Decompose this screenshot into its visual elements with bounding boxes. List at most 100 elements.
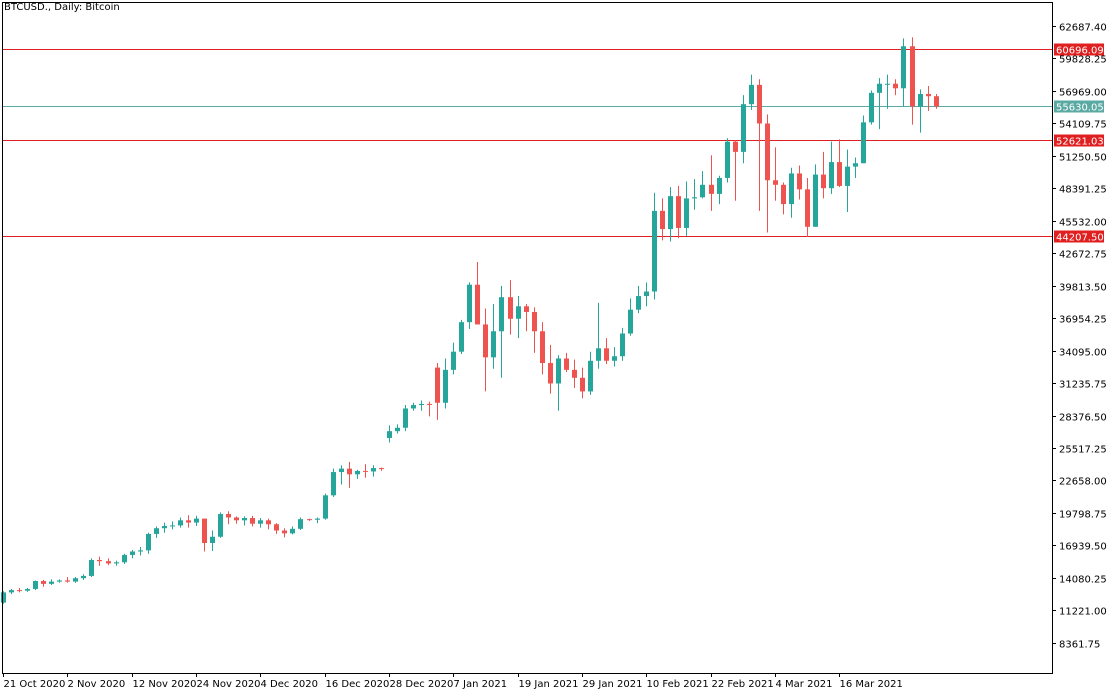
candle-body-down [202, 518, 207, 544]
candle [25, 587, 30, 592]
candle-body-down [805, 189, 810, 227]
candle-body-down [733, 141, 738, 152]
price-tick-label: 34095.00 [1059, 348, 1107, 359]
candle-body-up [403, 408, 408, 428]
candle-body-up [620, 333, 625, 357]
candle [258, 518, 263, 528]
candle-body-up [700, 184, 705, 198]
candle-body-up [210, 536, 215, 544]
candle-body-up [869, 92, 874, 123]
candle-body-up [146, 533, 151, 551]
candle [274, 523, 279, 534]
time-tick-label: 4 Dec 2020 [261, 679, 319, 690]
time-tick-label: 7 Jan 2021 [454, 679, 508, 690]
candle [548, 344, 553, 394]
candle-body-up [459, 322, 464, 352]
candle-body-up [684, 198, 689, 228]
time-axis: 21 Oct 2020 2 Nov 2020 12 Nov 2020 24 Nov 2… [3, 673, 903, 690]
candle-body-down [910, 46, 915, 107]
candle [813, 164, 818, 227]
candle [17, 587, 22, 593]
candle-body-up [499, 297, 504, 332]
candle [491, 304, 496, 369]
candle-body-up [298, 519, 303, 529]
candle-body-down [532, 311, 537, 332]
candle-body-up [749, 84, 754, 105]
price-label-box [1054, 134, 1104, 147]
candle-body-up [901, 46, 906, 89]
candle-body-up [242, 518, 247, 521]
candle [146, 532, 151, 554]
candle [885, 74, 890, 109]
candle [395, 424, 400, 434]
candle [499, 285, 504, 378]
candle-body-up [829, 162, 834, 189]
candle [668, 187, 673, 242]
price-tick-label: 19798.75 [1059, 510, 1107, 521]
candle-body-up [355, 470, 360, 475]
candle [186, 515, 191, 528]
candle [315, 517, 320, 524]
candle [106, 558, 111, 566]
candle [226, 511, 231, 525]
candle [757, 79, 762, 211]
time-tick-label: 29 Jan 2021 [583, 679, 643, 690]
price-tick-label: 39813.50 [1059, 283, 1107, 294]
candle [250, 515, 255, 527]
price-tick-label: 59828.25 [1059, 55, 1107, 66]
candle-body-down [483, 324, 488, 358]
candle-body-down [773, 180, 778, 185]
candle [660, 198, 665, 241]
candle [700, 171, 705, 199]
price-tick-label: 8361.75 [1059, 640, 1100, 651]
candle [97, 556, 102, 566]
candle [709, 155, 714, 211]
candle-body-down [427, 403, 432, 405]
candle [331, 468, 336, 498]
candle-body-up [612, 356, 617, 361]
candle-body-down [435, 367, 440, 403]
candle-body-down [41, 581, 46, 584]
candle-body-down [234, 517, 239, 521]
candle [33, 580, 38, 591]
candle [652, 192, 657, 300]
candle-body-up [122, 554, 127, 563]
candle-body-down [524, 306, 529, 312]
candle [266, 518, 271, 530]
candle [733, 140, 738, 201]
candle-body-up [114, 562, 119, 564]
candle-body-down [347, 468, 352, 475]
candle-body-down [540, 331, 545, 364]
candle [73, 577, 78, 583]
candle-body-down [508, 297, 513, 319]
candle [628, 298, 633, 336]
time-tick-label: 16 Mar 2021 [840, 679, 903, 690]
candle [443, 358, 448, 409]
price-tick-label: 11221.00 [1059, 607, 1107, 618]
candle [524, 304, 529, 332]
candle [604, 338, 609, 365]
price-tick-label: 31235.75 [1059, 380, 1107, 391]
candle-body-up [516, 306, 521, 319]
candle [81, 574, 86, 580]
candle-body-down [363, 470, 368, 472]
time-tick-label: 16 Dec 2020 [326, 679, 390, 690]
price-tick-label: 28376.50 [1059, 413, 1107, 424]
candle-body-down [604, 348, 609, 361]
candle-body-up [419, 403, 424, 406]
time-tick-label: 21 Oct 2020 [4, 679, 66, 690]
candle-body-up [9, 590, 14, 593]
candle [620, 327, 625, 361]
candle [837, 139, 842, 188]
candle-body-up [81, 575, 86, 579]
horizontal-lines[interactable] [2, 49, 1052, 237]
candle-body-up [636, 296, 641, 310]
candle [178, 517, 183, 528]
candle-body-up [885, 83, 890, 85]
candle-body-down [837, 162, 842, 186]
candle-body-up [556, 358, 561, 384]
candle-body-up [178, 520, 183, 526]
candle-body-up [170, 525, 175, 527]
candle [861, 115, 866, 164]
